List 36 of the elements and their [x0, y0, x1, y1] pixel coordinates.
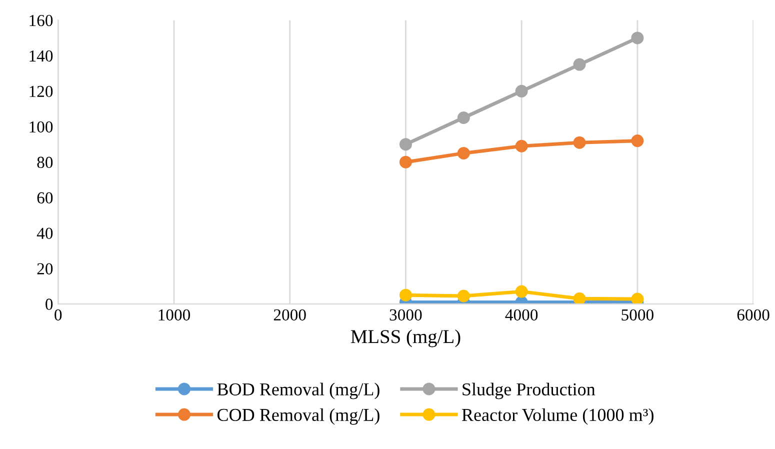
y-tick-label: 0	[46, 298, 53, 310]
point	[399, 138, 412, 151]
x-tick-label: 2000	[274, 309, 306, 321]
point	[573, 292, 586, 304]
point	[457, 112, 470, 124]
point	[457, 290, 470, 302]
x-tick-label: 4000	[505, 309, 538, 321]
y-tick-label: 160	[30, 14, 53, 26]
x-axis-title: MLSS (mg/L)	[350, 330, 460, 348]
y-tick-label: 20	[37, 263, 53, 274]
y-tick-label: 60	[37, 192, 53, 204]
legend-label: COD Removal (mg/L)	[217, 408, 380, 425]
x-tick-label: 1000	[158, 309, 190, 321]
point	[515, 285, 528, 298]
legend-label: Reactor Volume (1000 m³)	[462, 408, 654, 425]
point	[399, 156, 412, 168]
point	[573, 136, 586, 149]
point	[457, 146, 470, 160]
y-tick-label: 120	[30, 86, 53, 98]
point	[631, 292, 644, 304]
y-tick-label: 140	[30, 50, 53, 62]
point	[631, 32, 644, 44]
y-tick-label: 40	[36, 228, 53, 239]
y-tick-label: 100	[30, 121, 53, 133]
point	[515, 84, 528, 98]
x-tick-label: 6000	[737, 309, 770, 321]
point	[573, 58, 586, 71]
legend-label: Sludge Production	[462, 382, 596, 400]
x-tick-label: 5000	[622, 309, 654, 321]
x-tick-label: 3000	[390, 309, 422, 321]
x-tick-label: 0	[54, 309, 62, 321]
point	[515, 140, 528, 152]
y-tick-label: 80	[37, 156, 53, 168]
legend-label: BOD Removal (mg/L)	[217, 382, 380, 400]
point	[631, 134, 644, 148]
point	[399, 288, 412, 302]
